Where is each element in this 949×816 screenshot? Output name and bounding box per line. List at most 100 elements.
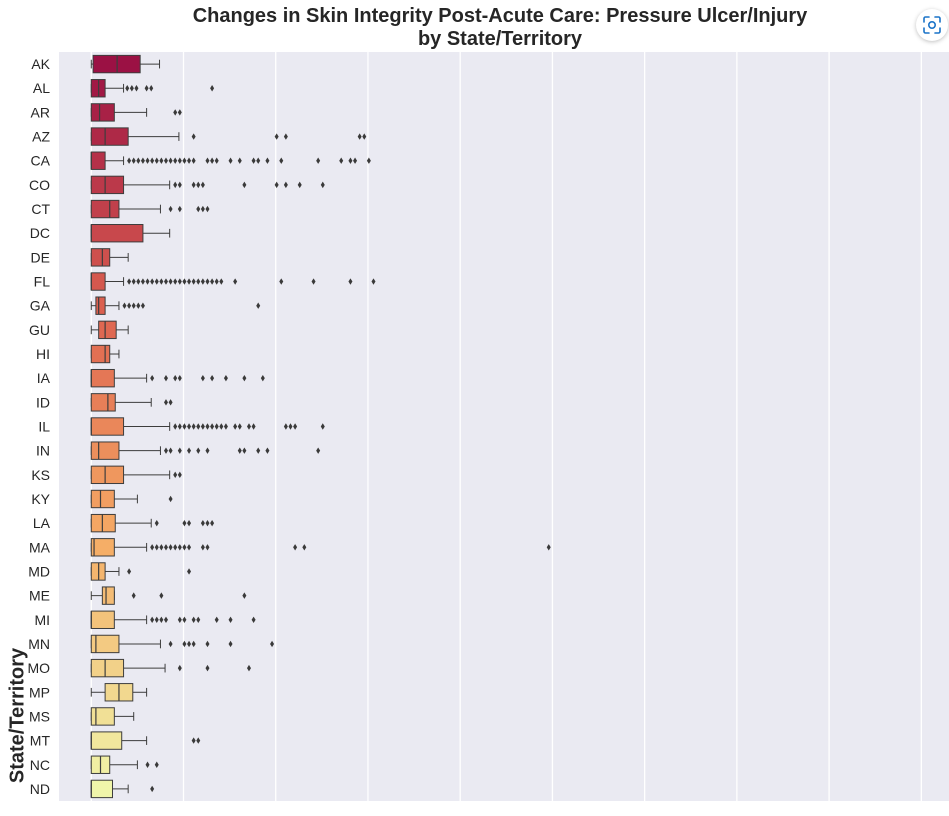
outlier-point: [205, 664, 210, 672]
outlier-point: [366, 157, 371, 164]
box-ca: [90, 151, 371, 170]
outlier-point: [348, 278, 353, 285]
box-iqr: [90, 368, 115, 388]
y-tick-label: AR: [31, 104, 50, 120]
box-iqr: [90, 707, 115, 726]
outlier-point: [210, 157, 215, 164]
outlier-point: [168, 544, 173, 551]
box-mp: [90, 683, 148, 702]
box-iqr: [90, 634, 120, 654]
y-tick-label: MP: [29, 684, 50, 700]
outlier-point: [219, 423, 224, 430]
outlier-point: [163, 447, 168, 454]
outlier-point: [228, 157, 233, 164]
box-mt: [90, 731, 201, 750]
outlier-point: [196, 278, 201, 285]
outlier-point: [191, 640, 196, 648]
y-tick-label: AZ: [32, 129, 50, 145]
box-fl: [90, 272, 376, 291]
outlier-point: [168, 157, 173, 164]
outlier-point: [371, 278, 376, 285]
box-iqr: [90, 248, 111, 267]
y-tick-labels: AK AL AR AZ CA CO CT DC DE FL GA GU HI IA ID IL IN KS KY LA…: [27, 56, 50, 797]
chart-title: Changes in Skin Integrity Post-Acute Car…: [0, 5, 949, 51]
outlier-point: [129, 85, 134, 92]
box-iqr: [90, 272, 106, 291]
outlier-point: [200, 374, 205, 382]
outlier-point: [283, 423, 288, 430]
outlier-point: [265, 157, 270, 164]
box-md: [90, 562, 192, 581]
box-nd: [90, 779, 155, 799]
outlier-point: [283, 133, 288, 140]
box-hi: [90, 344, 120, 364]
box-ms: [90, 707, 135, 726]
outlier-point: [159, 616, 164, 623]
outlier-point: [200, 205, 205, 213]
outlier-point: [150, 278, 155, 285]
outlier-point: [149, 85, 154, 92]
outlier-point: [200, 519, 205, 527]
outlier-point: [136, 157, 141, 164]
outlier-point: [187, 423, 192, 430]
outlier-point: [196, 447, 201, 454]
y-tick-label: ID: [36, 394, 50, 410]
box-iqr: [90, 151, 106, 170]
outlier-point: [177, 423, 182, 430]
outlier-point: [191, 278, 196, 285]
outlier-point: [242, 374, 247, 382]
outlier-point: [274, 133, 279, 140]
y-tick-label: KS: [31, 467, 50, 483]
outlier-point: [163, 399, 168, 406]
box-iqr: [90, 658, 125, 678]
box-iqr: [90, 393, 116, 412]
outlier-point: [210, 374, 215, 382]
outlier-point: [173, 423, 178, 430]
outlier-point: [214, 278, 219, 285]
chart-title-line-2: by State/Territory: [417, 28, 583, 50]
outlier-point: [205, 423, 210, 430]
outlier-point: [191, 157, 196, 164]
outlier-point: [177, 447, 182, 454]
outlier-point: [177, 471, 182, 479]
outlier-point: [228, 640, 233, 648]
outlier-point: [131, 278, 136, 285]
outlier-point: [288, 423, 293, 430]
outlier-point: [150, 157, 155, 164]
outlier-point: [159, 278, 164, 285]
outlier-point: [242, 592, 247, 599]
outlier-point: [348, 157, 353, 164]
outlier-point: [200, 181, 205, 189]
outlier-point: [237, 423, 242, 430]
box-id: [90, 393, 173, 412]
outlier-point: [320, 181, 325, 189]
box-nc: [90, 755, 159, 774]
outlier-point: [127, 302, 132, 309]
outlier-point: [150, 374, 155, 382]
y-tick-label: NC: [30, 757, 50, 773]
outlier-point: [140, 157, 145, 164]
outlier-point: [191, 423, 196, 430]
y-tick-label: MS: [29, 708, 50, 724]
outlier-point: [163, 157, 168, 164]
outlier-point: [279, 157, 284, 164]
outlier-point: [205, 640, 210, 648]
outlier-point: [210, 519, 215, 527]
outlier-point: [177, 157, 182, 164]
box-co: [90, 175, 325, 195]
y-tick-label: IL: [38, 419, 50, 435]
outlier-point: [297, 181, 302, 189]
outlier-point: [260, 374, 265, 382]
outlier-point: [205, 205, 210, 213]
outlier-point: [316, 157, 321, 164]
outlier-point: [210, 423, 215, 430]
y-tick-label: FL: [34, 274, 51, 290]
box-iqr: [90, 224, 144, 243]
outlier-point: [246, 423, 251, 430]
chart-title-line-1: Changes in Skin Integrity Post-Acute Car…: [192, 5, 808, 27]
box-la: [90, 513, 215, 533]
screenshot-button[interactable]: [916, 9, 948, 41]
outlier-point: [196, 181, 201, 189]
y-tick-label: ME: [29, 588, 50, 604]
